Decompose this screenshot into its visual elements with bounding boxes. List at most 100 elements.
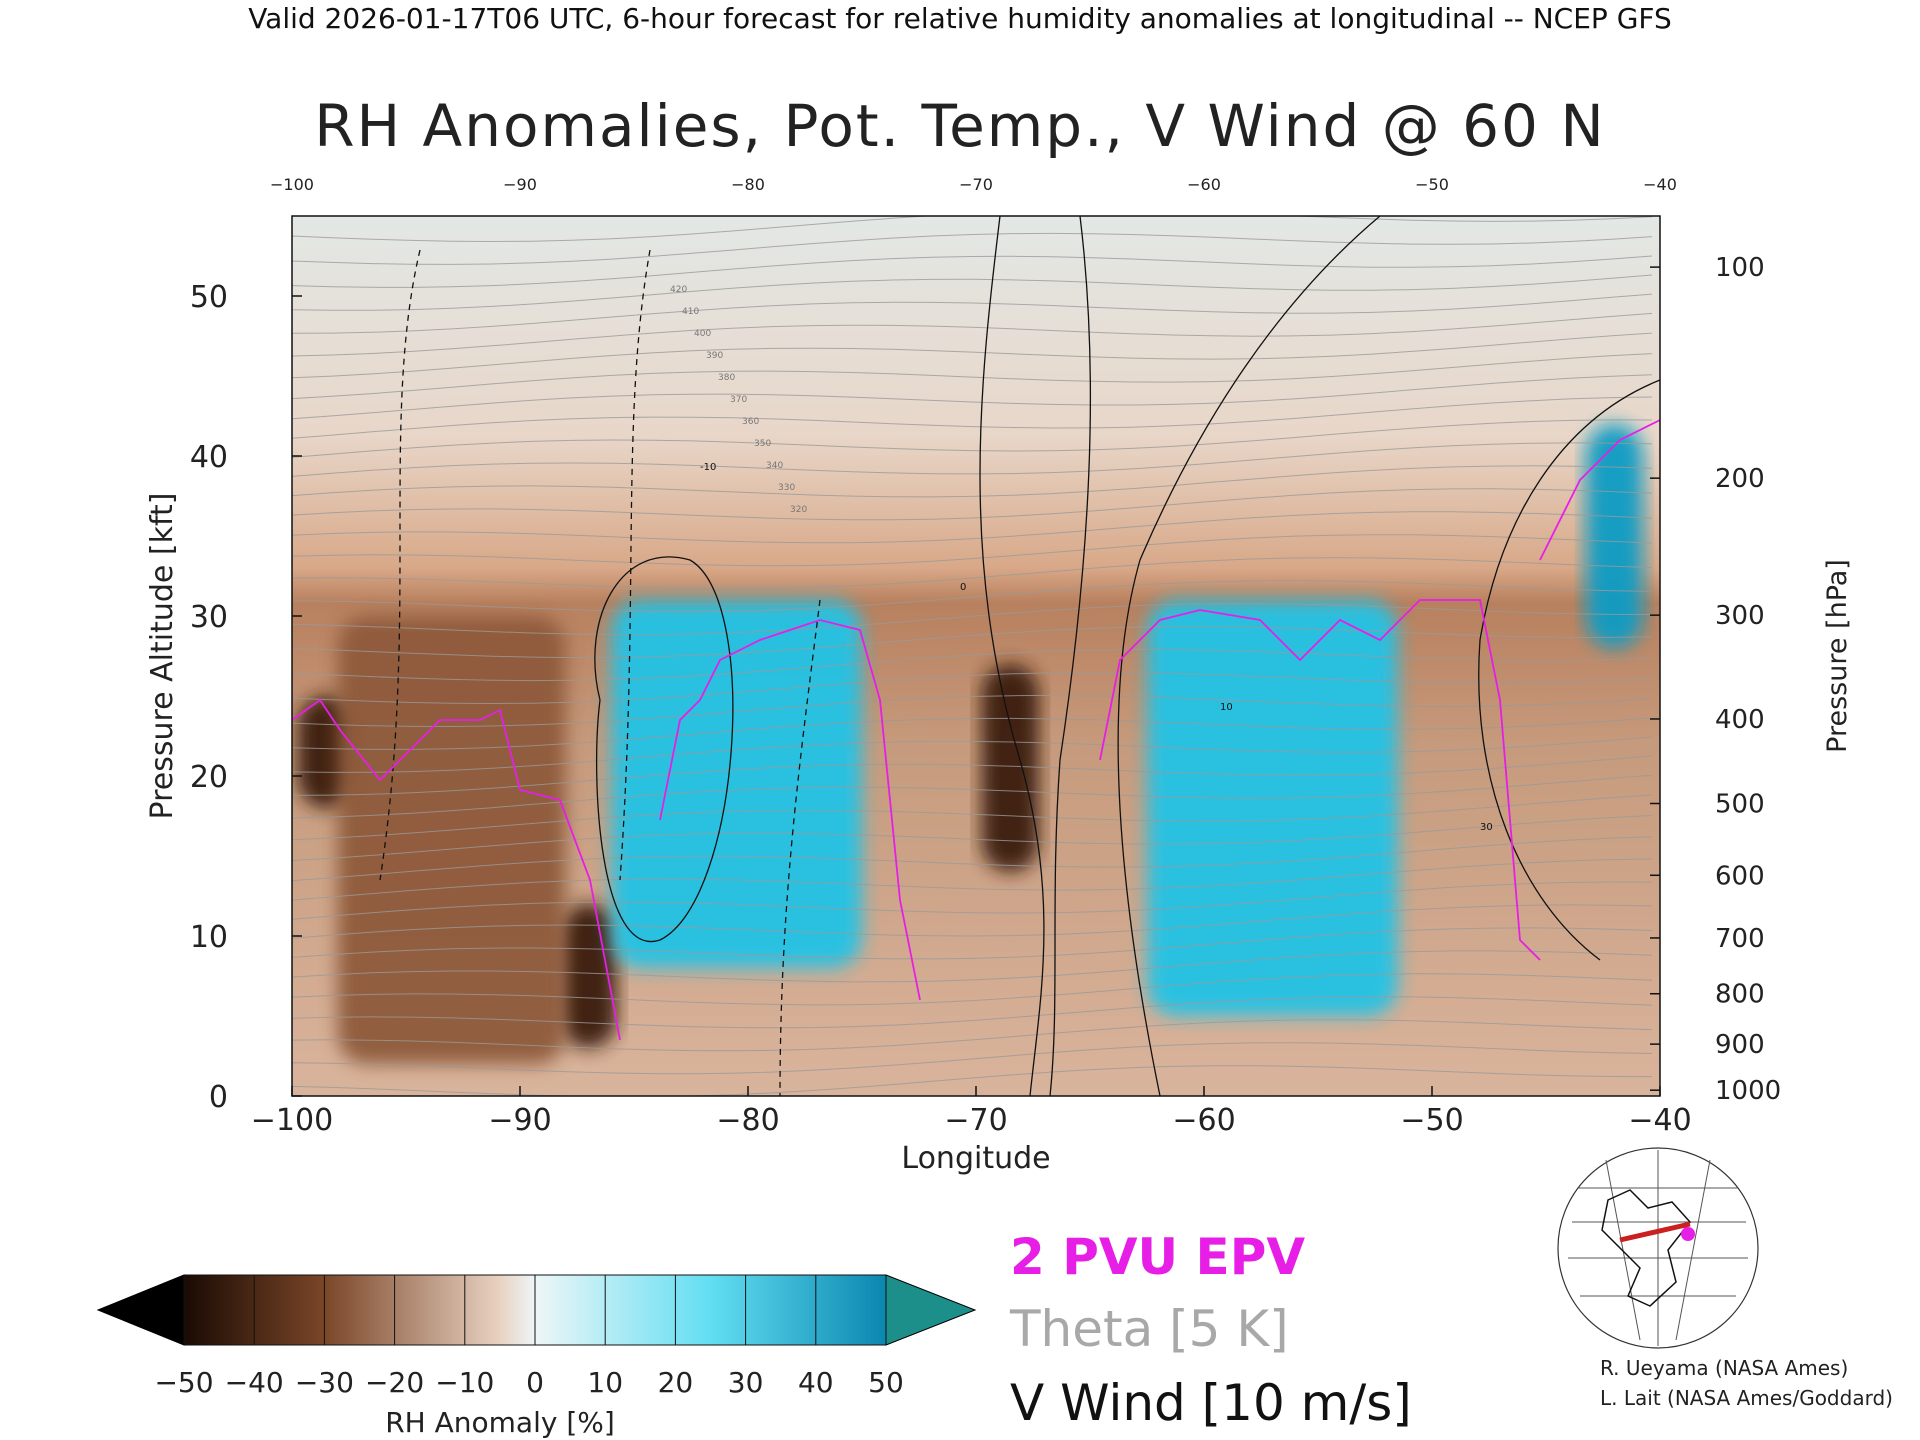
vwind-negative-contour-2	[779, 599, 821, 1096]
theta-contour-10	[292, 419, 1653, 462]
theta-label-420: 420	[670, 285, 687, 295]
colorbar-low-arrow	[96, 1274, 185, 1346]
pressure-tick-label-600: 600	[1715, 861, 1765, 891]
theta-label-390: 390	[706, 351, 723, 361]
location-globe-map	[1557, 1147, 1759, 1349]
y-tick-label-20: 20	[190, 760, 228, 795]
top-tick-label--100: −100	[270, 175, 314, 194]
colorbar-tick-8: 30	[728, 1366, 764, 1399]
theta-contour-0	[292, 216, 1653, 243]
theta-contour-37	[292, 1019, 1653, 1056]
top-tick-label--90: −90	[503, 175, 537, 194]
x-axis-label: Longitude	[901, 1141, 1050, 1176]
theta-contour-17	[292, 580, 1653, 616]
pressure-tick-label-400: 400	[1715, 705, 1765, 735]
theta-contour-38	[292, 1042, 1653, 1078]
rh-anomaly-region-6	[1585, 424, 1643, 648]
pressure-tick-label-700: 700	[1715, 924, 1765, 954]
vwind-contour-2	[594, 556, 734, 943]
vwind-label-1: 0	[960, 582, 966, 593]
top-tick-label--70: −70	[959, 175, 993, 194]
theta-contour-16	[292, 557, 1653, 594]
colorbar-tick-5: 0	[526, 1366, 544, 1399]
y-axis: 0 10 20 30 40 50	[190, 280, 302, 1115]
credit-lait: L. Lait (NASA Ames/Goddard)	[1600, 1386, 1893, 1410]
y-tick-label-40: 40	[190, 440, 228, 475]
theta-contour-9	[292, 396, 1653, 440]
valid-time-header: Valid 2026-01-17T06 UTC, 6-hour forecast…	[248, 2, 1672, 35]
theta-contour-31	[292, 881, 1653, 924]
theta-contour-30	[292, 858, 1653, 902]
pv-contour-0	[292, 698, 621, 1041]
colorbar-tick-4: −10	[435, 1366, 494, 1399]
theta-contour-23	[292, 717, 1653, 750]
y-tick-label-10: 10	[190, 920, 228, 955]
colorbar-tick-2: −30	[295, 1366, 354, 1399]
theta-contour-4	[292, 293, 1653, 334]
x-tick-label--90: −90	[488, 1103, 551, 1138]
vwind-contour-3	[1117, 216, 1381, 1096]
rh-anomaly-region-2	[981, 664, 1039, 872]
chart-title: RH Anomalies, Pot. Temp., V Wind @ 60 N	[314, 92, 1606, 160]
theta-label-330: 330	[778, 483, 795, 493]
pressure-tick-label-500: 500	[1715, 790, 1765, 820]
theta-contour-14	[292, 511, 1653, 550]
theta-contour-35	[292, 973, 1653, 1012]
theta-label-320: 320	[790, 505, 807, 515]
pv-contour-3	[1539, 419, 1660, 561]
x-tick-label--60: −60	[1172, 1103, 1235, 1138]
x-tick-label--50: −50	[1400, 1103, 1463, 1138]
y-tick-label-50: 50	[190, 280, 228, 315]
colorbar: −50 −40 −30 −20 −10 0 10 20 30 40 50 RH Anomaly [%…	[96, 1274, 977, 1439]
theta-label-360: 360	[742, 417, 759, 427]
theta-contour-34	[292, 950, 1653, 990]
colorbar-tick-1: −40	[225, 1366, 284, 1399]
theta-contour-26	[292, 774, 1653, 819]
theta-contours: 420 410 400 390 380 370 360 350 340 330 320	[292, 216, 1653, 1096]
x-tick-label--70: −70	[944, 1103, 1007, 1138]
theta-label-350: 350	[754, 439, 771, 449]
theta-contour-7	[292, 353, 1653, 400]
theta-contour-39	[292, 1065, 1653, 1096]
top-tick-label--80: −80	[731, 175, 765, 194]
theta-contour-22	[292, 694, 1653, 728]
theta-contour-6	[292, 332, 1653, 379]
vwind-label-2: 10	[1220, 702, 1233, 713]
pressure-tick-label-300: 300	[1715, 601, 1765, 631]
pressure-tick-label-1000: 1000	[1715, 1076, 1781, 1106]
theta-contour-18	[292, 603, 1653, 638]
rh-anomaly-region-4	[611, 600, 862, 968]
x-tick-label--100: −100	[251, 1103, 333, 1138]
theta-contour-15	[292, 534, 1653, 572]
theta-contour-2	[292, 255, 1653, 288]
credit-ueyama: R. Ueyama (NASA Ames)	[1600, 1356, 1849, 1380]
pv-contour-2	[1099, 599, 1541, 961]
theta-contour-20	[292, 648, 1653, 682]
pressure-axis-label: Pressure [hPa]	[1822, 559, 1853, 753]
top-tick-label--40: −40	[1643, 175, 1677, 194]
pressure-axis: 100 200 300 400 500 600 700 800 900 1000	[1650, 253, 1781, 1106]
vwind-label-0: -10	[700, 462, 716, 473]
colorbar-tick-10: 50	[868, 1366, 904, 1399]
theta-contour-32	[292, 904, 1653, 946]
rh-anomaly-region-1	[559, 904, 617, 1048]
theta-contour-13	[292, 488, 1653, 528]
theta-contour-5	[292, 312, 1653, 357]
theta-contour-12	[292, 465, 1653, 506]
theta-label-340: 340	[766, 461, 783, 471]
theta-contour-1	[292, 232, 1653, 265]
theta-contour-8	[292, 374, 1653, 420]
vwind-label-3: 30	[1480, 822, 1493, 833]
top-tick-label--60: −60	[1187, 175, 1221, 194]
pressure-tick-label-100: 100	[1715, 253, 1765, 283]
pressure-tick-label-900: 900	[1715, 1030, 1765, 1060]
pressure-tick-label-200: 200	[1715, 464, 1765, 494]
theta-contour-3	[292, 274, 1653, 311]
vwind-contour-1	[1049, 216, 1092, 1096]
vwind-contour-0	[979, 216, 1045, 1096]
x-axis: −100 −90 −80 −70 −60 −50 −40	[251, 1086, 1692, 1138]
theta-contour-11	[292, 442, 1653, 484]
y-tick-label-0: 0	[209, 1080, 228, 1115]
top-axis: −100 −90 −80 −70 −60 −50 −40	[270, 175, 1677, 194]
